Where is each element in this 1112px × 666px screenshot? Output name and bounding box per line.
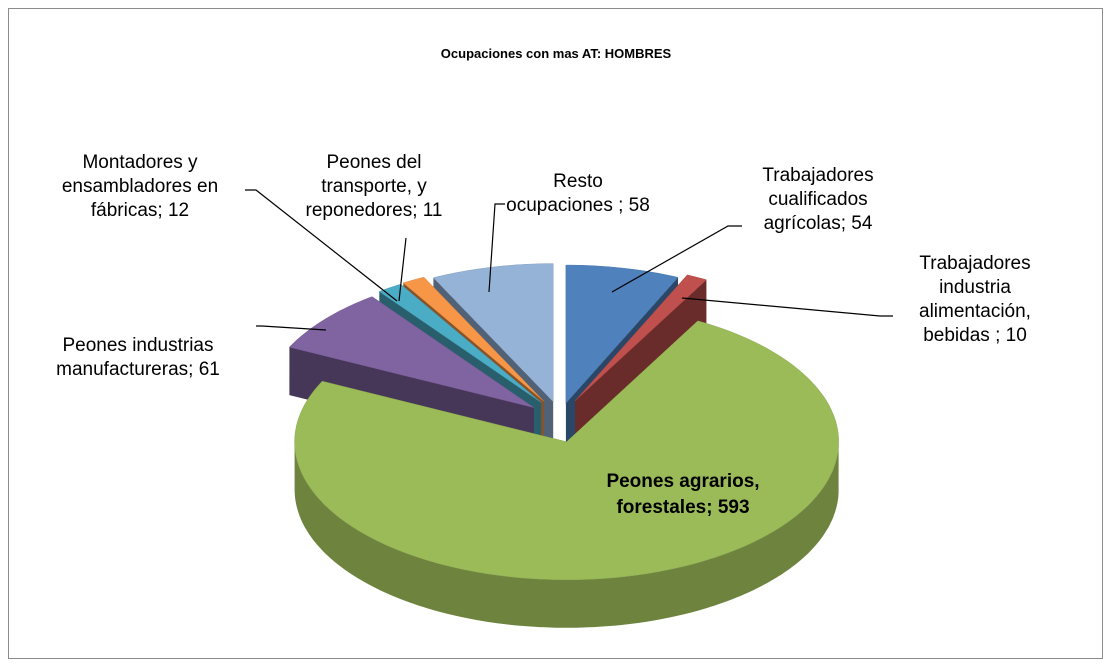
data-label: Trabajadores industria alimentación, beb…: [919, 253, 1031, 346]
leader-lines: [245, 189, 893, 331]
leader-line: [611, 225, 742, 293]
leader-line: [681, 297, 893, 317]
data-label: Trabajadores cualificados agrícolas; 54: [762, 165, 874, 234]
slice-walls: [288, 263, 839, 628]
data-label: Montadores y ensambladores en fábricas; …: [61, 152, 219, 221]
leader-line: [256, 325, 327, 331]
slice-side: [294, 441, 839, 628]
slice: [378, 283, 542, 403]
slice: [288, 296, 535, 408]
slice: [432, 263, 554, 403]
leader-line: [488, 203, 505, 293]
leader-line: [245, 189, 398, 302]
slice: [565, 264, 679, 404]
slice: [294, 320, 839, 581]
slice: [575, 274, 707, 401]
data-label: Peones agrarios, forestales; 593: [606, 471, 760, 518]
data-label: Peones del transporte, y reponedores; 11: [305, 152, 443, 221]
slice: [402, 276, 544, 402]
leader-line: [398, 237, 407, 302]
data-label: Peones industrias manufactureras; 61: [56, 335, 220, 380]
data-label: Resto ocupaciones ; 58: [506, 171, 650, 216]
chart-title: Ocupaciones con mas AT: HOMBRES: [440, 46, 672, 61]
